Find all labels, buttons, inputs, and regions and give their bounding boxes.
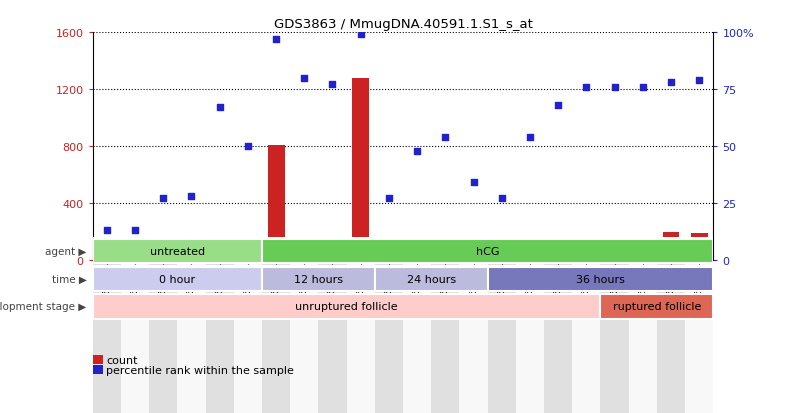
Bar [352,78,369,260]
Bar [206,260,234,413]
Point [269,36,283,43]
Bar [403,260,431,413]
Bar [488,267,713,291]
Bar [93,260,121,413]
Bar [600,294,713,319]
Point [467,180,480,186]
Text: time ▶: time ▶ [52,274,86,284]
Point [580,84,593,91]
Point [100,227,113,234]
Bar [578,259,595,260]
Bar [380,258,397,260]
Bar [409,259,426,260]
Bar [550,259,567,260]
Bar [629,260,657,413]
Bar [324,242,341,260]
Bar [239,258,256,260]
Point [637,84,650,91]
Bar [347,260,375,413]
Bar [516,260,544,413]
Bar [93,294,600,319]
Point [326,82,339,89]
Bar [290,260,318,413]
Point [664,80,677,86]
Point [185,193,198,200]
Bar [155,256,172,260]
Text: 24 hours: 24 hours [407,274,455,284]
Bar [600,260,629,413]
Bar [691,234,708,260]
Bar [493,256,510,260]
Bar [234,260,262,413]
Text: count: count [106,355,138,365]
Point [524,134,537,141]
Bar [544,260,572,413]
Title: GDS3863 / MmugDNA.40591.1.S1_s_at: GDS3863 / MmugDNA.40591.1.S1_s_at [273,17,533,31]
Bar [121,260,149,413]
Point [355,32,368,39]
Point [552,102,565,109]
Bar [296,237,313,260]
Point [242,143,255,150]
Bar [437,257,454,260]
Bar [183,254,200,260]
Bar [634,240,651,260]
Text: hCG: hCG [476,246,500,256]
Point [298,75,311,82]
Point [411,148,424,154]
Bar [606,244,623,260]
Bar [657,260,685,413]
Bar [177,260,206,413]
Bar [685,260,713,413]
Point [383,196,396,202]
Text: ruptured follicle: ruptured follicle [613,301,701,312]
Bar [98,258,115,260]
Text: 36 hours: 36 hours [576,274,625,284]
Bar [262,239,713,263]
Text: 12 hours: 12 hours [294,274,343,284]
Point [609,84,621,91]
Text: unruptured follicle: unruptured follicle [295,301,398,312]
Bar [459,260,488,413]
Point [213,105,226,112]
Point [156,196,170,202]
Bar [663,233,679,260]
Text: 0 hour: 0 hour [160,274,195,284]
Bar [318,260,347,413]
Bar [149,260,177,413]
Bar [262,260,290,413]
Bar [93,267,262,291]
Bar [375,267,488,291]
Bar [93,239,262,263]
Bar [572,260,600,413]
Bar [262,267,375,291]
Bar [127,259,143,260]
Point [128,227,142,234]
Point [693,77,706,84]
Bar [268,145,285,260]
Text: agent ▶: agent ▶ [45,246,86,256]
Bar [465,258,482,260]
Bar [521,252,538,260]
Point [495,196,509,202]
Bar [375,260,403,413]
Text: development stage ▶: development stage ▶ [0,301,86,312]
Text: percentile rank within the sample: percentile rank within the sample [106,365,294,375]
Bar [488,260,516,413]
Text: untreated: untreated [150,246,205,256]
Bar [431,260,459,413]
Point [439,134,452,141]
Bar [211,251,228,260]
